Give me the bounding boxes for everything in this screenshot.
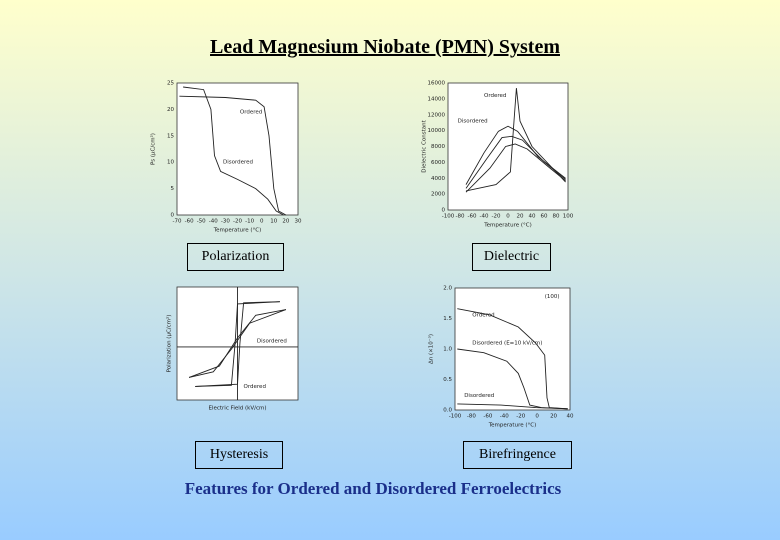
x-tick-label: 40 [567, 414, 574, 420]
annotation: Disordered [464, 393, 494, 399]
y-tick-label: 1.5 [443, 316, 452, 322]
x-tick-label: -40 [500, 414, 509, 420]
figure-panel: Electric Field (kV/cm) Polarization (μC/c… [166, 286, 299, 412]
curve [195, 301, 280, 387]
y-tick-label: 6000 [431, 160, 445, 166]
x-tick-label: -20 [233, 219, 242, 225]
x-tick-label: -50 [197, 219, 206, 225]
x-tick-label: 30 [295, 219, 302, 225]
x-tick-label: -40 [209, 219, 218, 225]
x-tick-label: 80 [553, 214, 560, 220]
curve [465, 125, 566, 185]
curve [179, 95, 287, 216]
y-tick-label: 0.5 [443, 377, 452, 383]
y-tick-label: 4000 [431, 176, 445, 182]
curve [457, 403, 568, 410]
x-tick-label: 40 [529, 214, 536, 220]
x-tick-label: 20 [517, 214, 524, 220]
y-axis-label: Ps (μC/cm²) [150, 133, 157, 165]
x-tick-label: -100 [442, 214, 455, 220]
y-tick-label: 1.0 [443, 347, 452, 353]
y-tick-label: 20 [167, 107, 174, 113]
x-tick-label: -60 [483, 414, 492, 420]
x-tick-label: -30 [221, 219, 230, 225]
y-axis-label: Polarization (μC/cm²) [166, 315, 173, 373]
x-tick-label: -20 [492, 214, 501, 220]
annotation: Ordered [472, 312, 494, 318]
curve [465, 135, 566, 189]
x-tick-label: 20 [282, 219, 289, 225]
annotation: Disordered [223, 160, 253, 166]
curve [457, 308, 568, 410]
y-axis-label: Dielectric Constant [422, 119, 428, 172]
x-tick-label: -60 [185, 219, 194, 225]
x-tick-label: 20 [550, 414, 557, 420]
y-tick-label: 10 [167, 160, 174, 166]
x-tick-label: -20 [516, 414, 525, 420]
caption: Dielectric [472, 243, 551, 271]
x-axis-label: Electric Field (kV/cm) [208, 406, 266, 412]
x-axis-label: Temperature (°C) [488, 423, 536, 429]
x-tick-label: -80 [456, 214, 465, 220]
curve [465, 88, 566, 192]
annotation: Disordered (E=10 kV/cm) [472, 340, 542, 346]
figure-panel: 1600014000120001000080006000400020000-10… [422, 81, 574, 229]
annotation: Disordered [257, 339, 287, 345]
y-tick-label: 12000 [428, 112, 446, 118]
x-tick-label: 60 [541, 214, 548, 220]
footer-text: Features for Ordered and Disordered Ferr… [184, 479, 562, 498]
annotation: Ordered [244, 384, 266, 390]
plot-area [447, 82, 569, 211]
annotation: Disordered [458, 119, 488, 125]
y-tick-label: 0 [171, 213, 175, 219]
caption: Birefringence [463, 441, 572, 469]
y-tick-label: 0.0 [443, 408, 452, 414]
y-tick-label: 2000 [431, 192, 445, 198]
y-tick-label: 14000 [428, 96, 446, 102]
figure-panel: 2.0 1.5 1.0 0.5 0.0-100 -80 -60 -40 -20 0 20 40 Temp… [428, 286, 574, 429]
x-tick-label: 10 [270, 219, 277, 225]
curve [183, 86, 284, 216]
y-tick-label: 16000 [428, 81, 446, 87]
curve [188, 309, 287, 378]
x-tick-label: -80 [467, 414, 476, 420]
y-tick-label: 25 [167, 81, 174, 87]
plot-area [454, 287, 571, 411]
x-tick-label: 0 [506, 214, 510, 220]
y-tick-label: 8000 [431, 144, 445, 150]
curve [457, 348, 568, 410]
y-tick-label: 10000 [428, 128, 446, 134]
caption: Hysteresis [195, 441, 283, 469]
x-tick-label: -10 [245, 219, 254, 225]
y-tick-label: 2.0 [443, 286, 452, 292]
x-tick-label: 0 [535, 414, 539, 420]
x-tick-label: 100 [563, 214, 574, 220]
caption: Polarization [187, 243, 284, 271]
x-axis-label: Temperature (°C) [213, 228, 261, 234]
y-tick-label: 5 [171, 186, 175, 192]
x-tick-label: 0 [260, 219, 264, 225]
x-axis-label: Temperature (°C) [483, 223, 531, 229]
x-tick-label: -70 [173, 219, 182, 225]
slide-title: Lead Magnesium Niobate (PMN) System [210, 36, 560, 58]
annotation: Ordered [484, 93, 506, 99]
y-tick-label: 15 [167, 133, 174, 139]
curve [465, 143, 566, 193]
annotation: Ordered [240, 110, 262, 116]
x-tick-label: -60 [468, 214, 477, 220]
plot-area [176, 82, 299, 216]
x-tick-label: -40 [480, 214, 489, 220]
annotation: (100) [545, 294, 560, 300]
y-tick-label: 0 [442, 208, 446, 214]
x-tick-label: -100 [449, 414, 462, 420]
y-axis-label: Δn (×10⁻³) [428, 334, 435, 364]
